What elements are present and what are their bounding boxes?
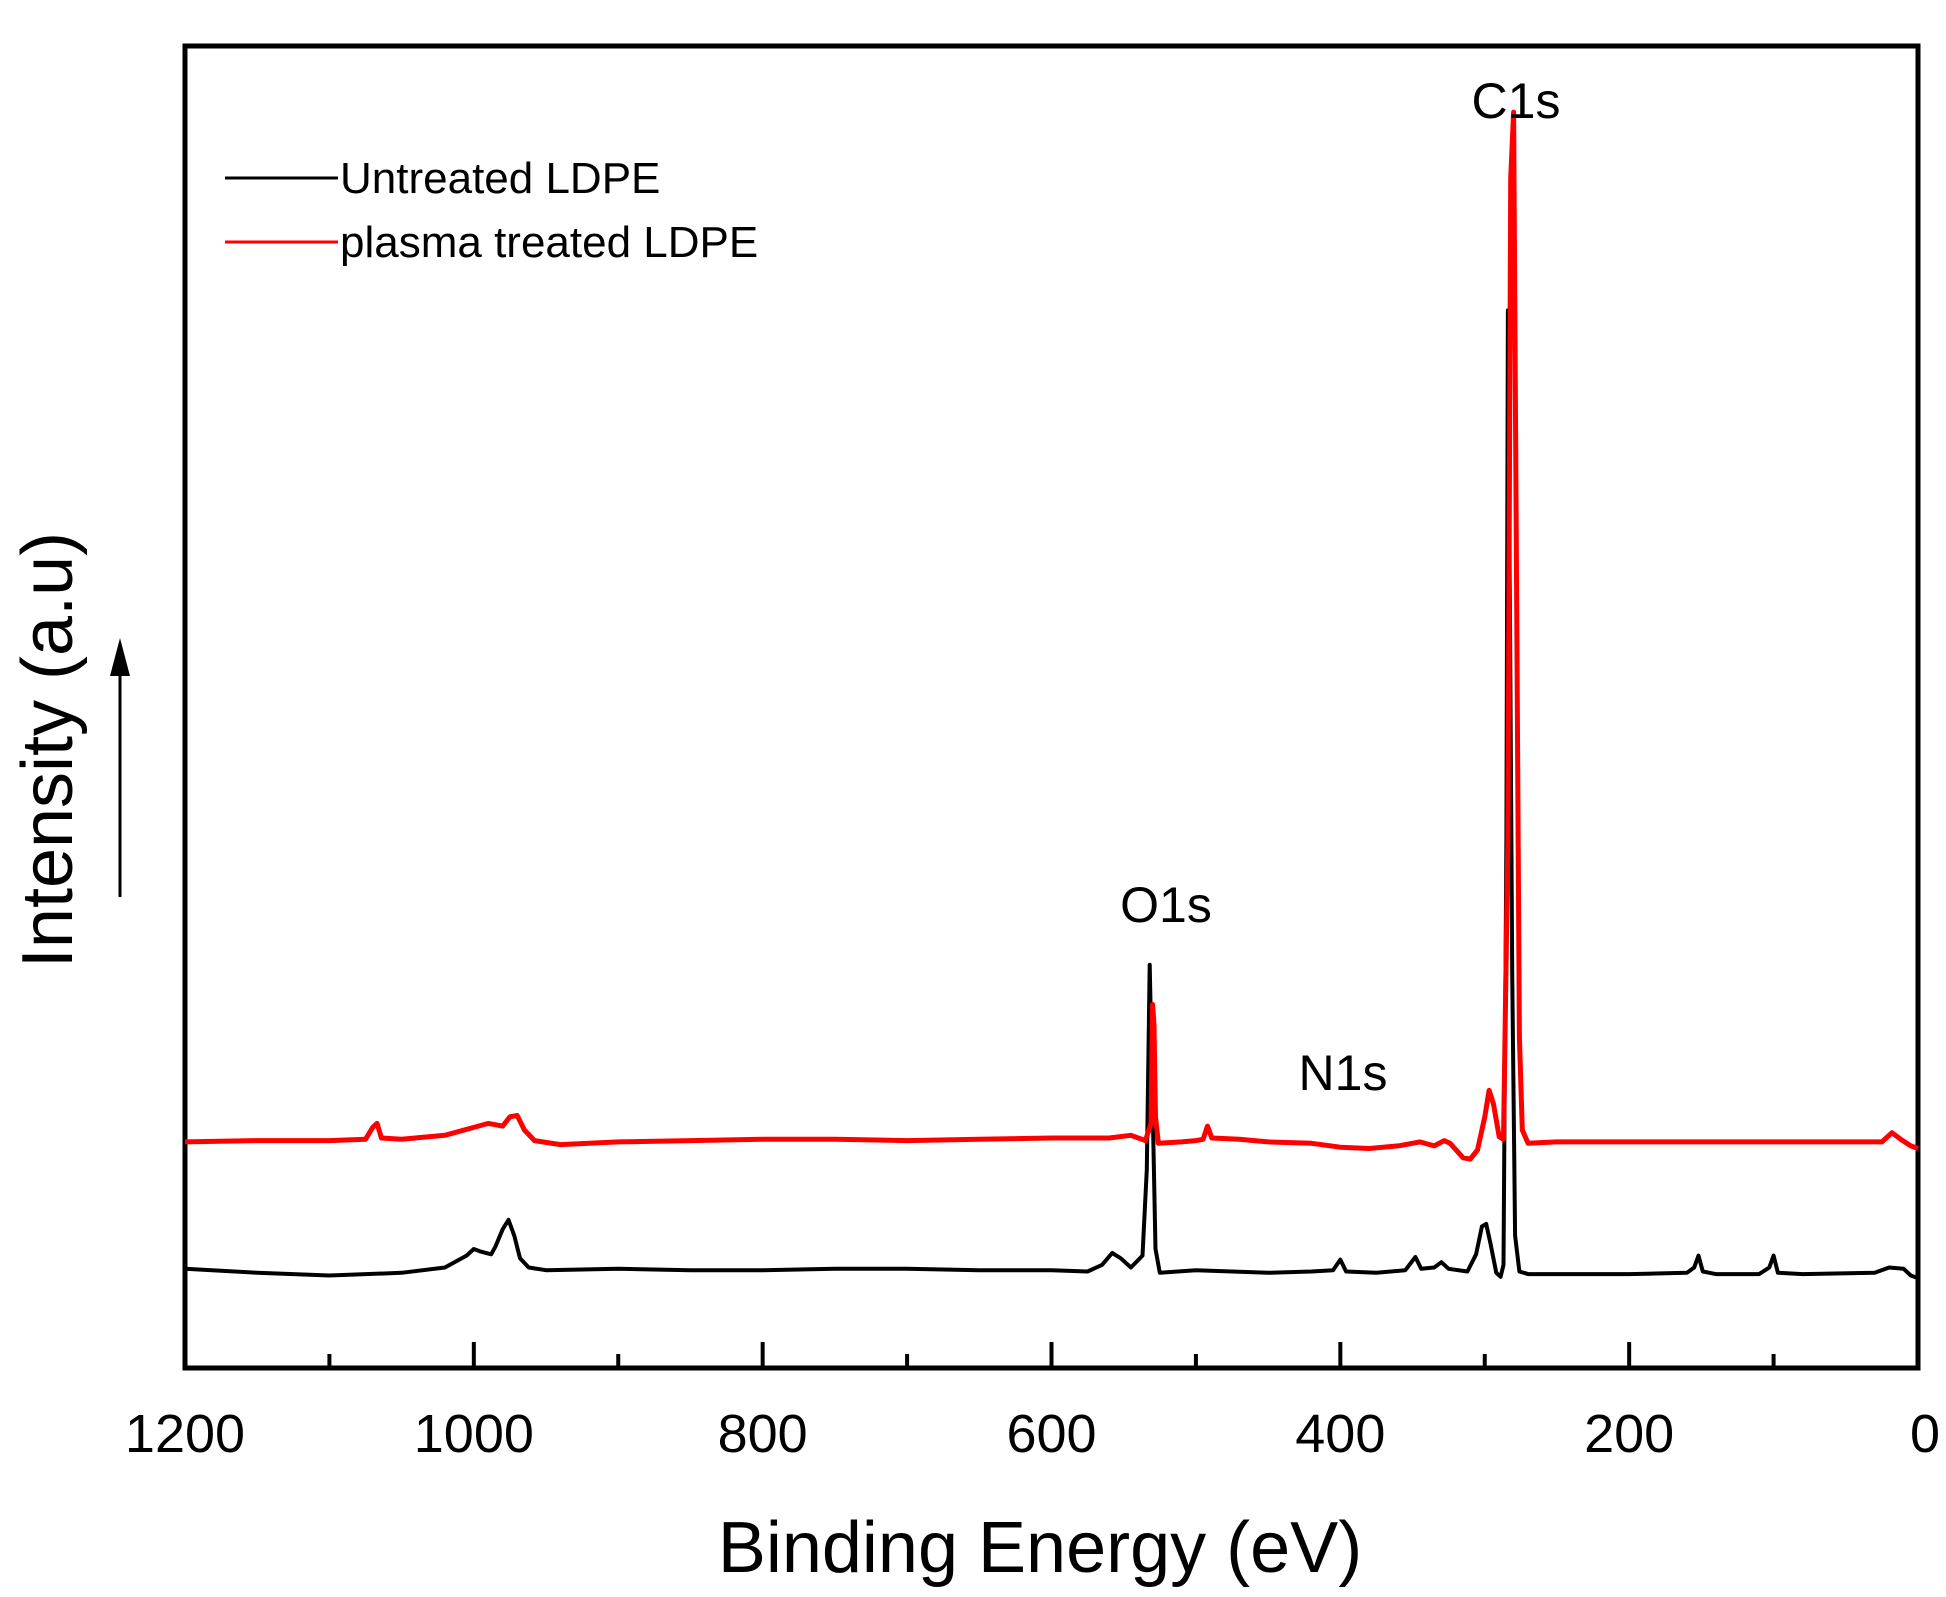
x-tick-label-400: 400 [1295,1404,1385,1464]
series-line-untreated-ldpe [184,308,1919,1280]
x-ticks [183,1342,1920,1368]
peak-label-o1s: O1s [1120,877,1212,933]
x-tick-label-1200: 1200 [125,1404,245,1464]
series-line-plasma-treated-ldpe [184,109,1919,1162]
x-tick-labels: 1200 1000 800 600 400 200 0 [125,1404,1940,1464]
x-tick-label-1000: 1000 [414,1404,534,1464]
x-tick-label-600: 600 [1006,1404,1096,1464]
y-axis-arrow [110,638,130,897]
legend-label-untreated: Untreated LDPE [340,154,660,203]
x-tick-label-800: 800 [718,1404,808,1464]
legend: Untreated LDPE plasma treated LDPE [225,154,758,267]
x-tick-label-0: 0 [1910,1404,1940,1464]
peak-label-c1s: C1s [1472,73,1561,129]
y-axis-title: Intensity (a.u) [8,532,88,968]
peak-label-n1s: N1s [1299,1045,1388,1101]
series-layer [184,109,1919,1280]
legend-label-plasma: plasma treated LDPE [340,218,758,267]
x-axis-title: Binding Energy (eV) [718,1508,1362,1588]
x-tick-label-200: 200 [1584,1404,1674,1464]
